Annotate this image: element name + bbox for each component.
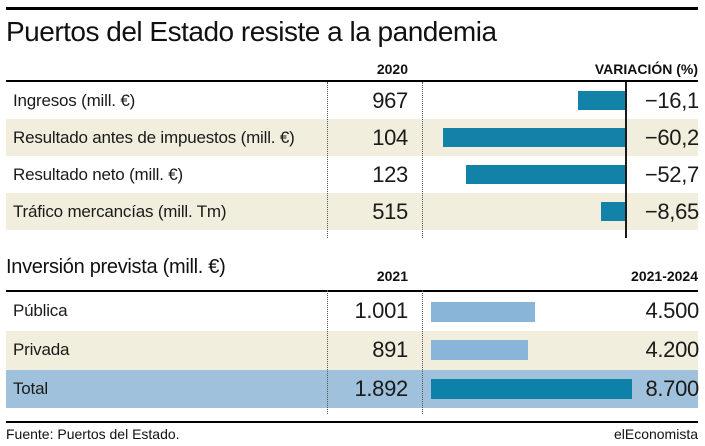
table-results-2020: Ingresos (mill. €) 967 −16,1 Resultado a…	[6, 82, 699, 230]
dotted-divider	[327, 290, 328, 414]
column-header-variacion: VARIACIÓN (%)	[594, 61, 698, 77]
table-inversion-prevista: Pública 1.001 4.500 Privada 891 4.200 To…	[6, 292, 699, 409]
page-title: Puertos del Estado resiste a la pandemia	[6, 16, 497, 47]
variation-value: −8,65	[644, 198, 699, 224]
investment-bar	[431, 340, 528, 361]
value-2020: 967	[372, 87, 408, 113]
investment-bar	[431, 301, 535, 322]
footer-rule	[6, 421, 698, 423]
table-row: Pública 1.001 4.500	[6, 292, 699, 331]
variation-value: −52,7	[644, 161, 699, 187]
variation-bar	[601, 202, 627, 221]
brand-logo-text: elEconomista	[613, 426, 698, 442]
variation-bar	[578, 91, 627, 110]
variation-value: −16,1	[644, 87, 699, 113]
top-rule	[6, 7, 698, 10]
value-2020: 123	[372, 161, 408, 187]
table1-top-rule	[6, 80, 698, 82]
variation-bar	[466, 165, 627, 184]
table-row: Ingresos (mill. €) 967 −16,1	[6, 82, 699, 119]
zero-axis-line	[625, 82, 627, 238]
value-2020: 104	[372, 124, 408, 150]
value-2020: 515	[372, 198, 408, 224]
table-row: Resultado neto (mill. €) 123 −52,7	[6, 156, 699, 193]
row-label: Resultado neto (mill. €)	[13, 164, 183, 184]
column-header-2021-2024: 2021-2024	[631, 268, 698, 284]
row-label: Pública	[13, 301, 68, 321]
row-label: Ingresos (mill. €)	[13, 90, 136, 110]
row-label: Resultado antes de impuestos (mill. €)	[13, 127, 295, 147]
row-label: Privada	[13, 340, 70, 360]
value-2021-2024: 4.200	[645, 337, 699, 363]
column-header-2021: 2021	[376, 268, 408, 284]
variation-value: −60,2	[644, 124, 699, 150]
dotted-divider	[422, 82, 423, 238]
source-credit: Fuente: Puertos del Estado.	[6, 426, 180, 442]
column-header-2020: 2020	[376, 61, 408, 77]
table-row: Privada 891 4.200	[6, 330, 699, 370]
row-label: Tráfico mercancías (mill. Tm)	[13, 201, 227, 221]
value-2021: 1.001	[354, 298, 408, 324]
table-row: Tráfico mercancías (mill. Tm) 515 −8,65	[6, 193, 699, 230]
value-2021-2024: 8.700	[645, 375, 699, 401]
row-label: Total	[13, 378, 48, 398]
table2-top-rule	[6, 290, 698, 292]
variation-bar	[443, 128, 627, 147]
value-2021-2024: 4.500	[645, 298, 699, 324]
section2-title: Inversión prevista (mill. €)	[6, 256, 226, 278]
investment-bar	[431, 379, 632, 400]
table-row: Total 1.892 8.700	[6, 369, 699, 409]
value-2021: 891	[372, 337, 408, 363]
dotted-divider	[327, 82, 328, 238]
value-2021: 1.892	[354, 375, 408, 401]
table-row: Resultado antes de impuestos (mill. €) 1…	[6, 119, 699, 156]
dotted-divider	[422, 290, 423, 414]
